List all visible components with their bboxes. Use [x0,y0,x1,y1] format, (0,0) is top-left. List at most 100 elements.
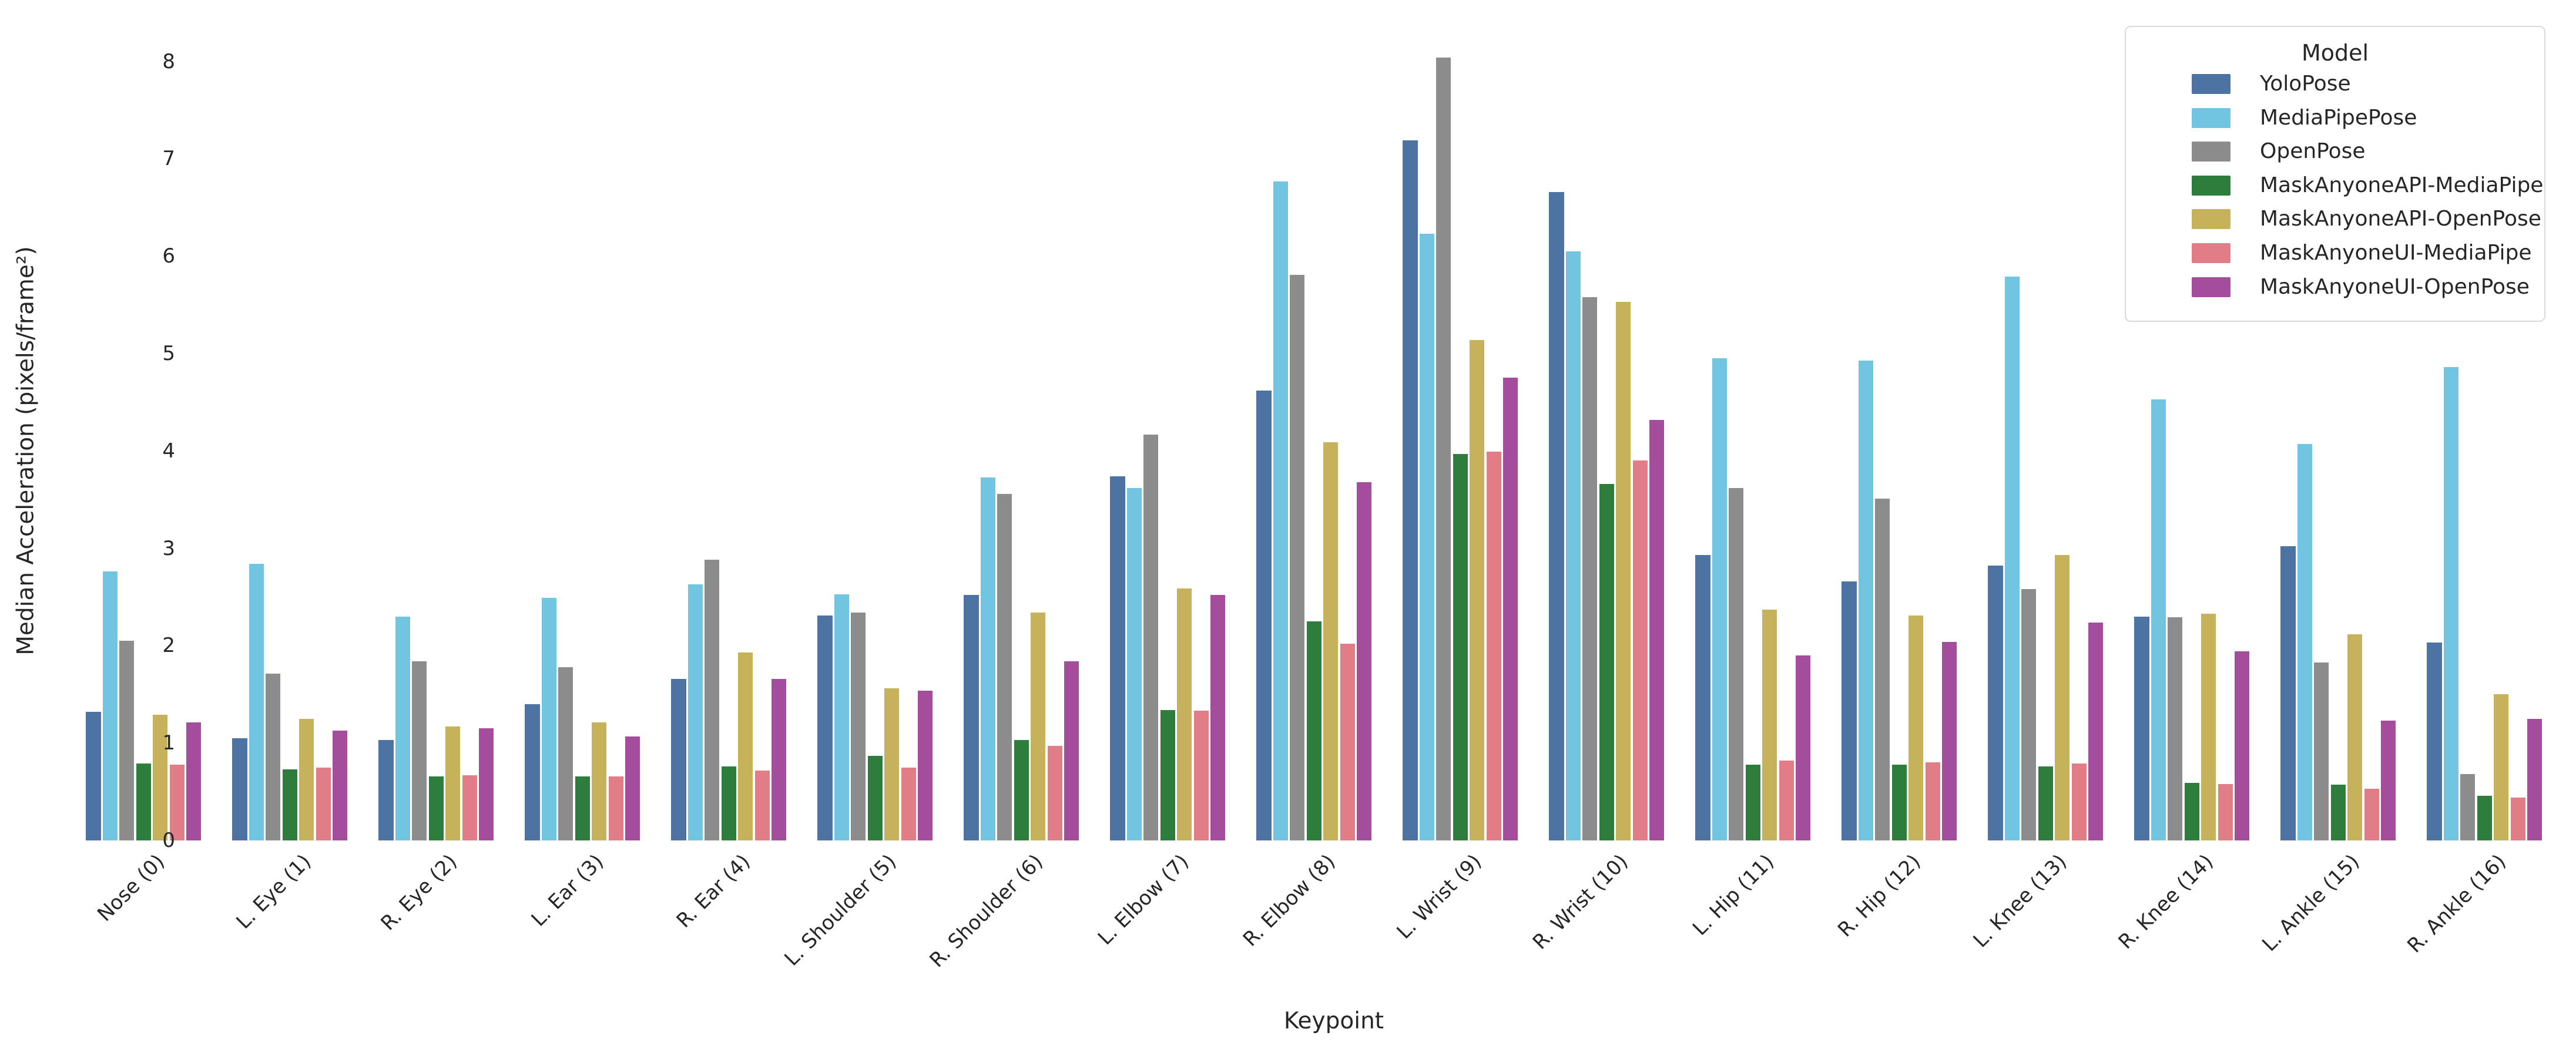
bar-OpenPose-R. Shoulder (6) [997,494,1012,840]
x-tick-label-R. Eye (2): R. Eye (2) [376,850,462,936]
bar-OpenPose-R. Elbow (8) [1290,275,1305,840]
x-tick-label-L. Elbow (7): L. Elbow (7) [1094,850,1194,950]
bar-MaskAnyoneAPI-OpenPose-L. Knee (13) [2055,555,2070,840]
bar-YoloPose-L. Wrist (9) [1403,140,1418,840]
bar-OpenPose-L. Wrist (9) [1436,58,1451,840]
legend-label: MediaPipePose [2260,105,2417,130]
bar-MaskAnyoneAPI-OpenPose-R. Wrist (10) [1616,302,1631,840]
legend-swatch-icon [2192,243,2230,263]
bar-MaskAnyoneAPI-OpenPose-L. Wrist (9) [1470,340,1485,840]
bar-MediaPipePose-R. Ankle (16) [2443,367,2459,840]
bar-YoloPose-R. Ankle (16) [2427,643,2442,840]
bar-MaskAnyoneUI-OpenPose-L. Eye (1) [333,731,348,840]
y-tick-label-6: 6 [162,244,175,268]
bar-OpenPose-L. Shoulder (5) [851,613,866,840]
bar-MaskAnyoneUI-MediaPipe-R. Ear (4) [754,771,770,840]
bar-OpenPose-L. Hip (11) [1729,488,1744,840]
bar-YoloPose-L. Knee (13) [1988,566,2003,840]
bar-OpenPose-L. Ear (3) [558,667,573,840]
bar-MaskAnyoneUI-MediaPipe-L. Eye (1) [316,768,331,840]
bar-OpenPose-R. Wrist (10) [1582,297,1598,840]
bar-MediaPipePose-L. Ankle (15) [2297,444,2313,840]
bar-MaskAnyoneUI-MediaPipe-L. Shoulder (5) [901,768,916,840]
x-tick-label-R. Wrist (10): R. Wrist (10) [1528,850,1633,954]
bar-OpenPose-R. Hip (12) [1875,499,1890,840]
bar-YoloPose-L. Hip (11) [1695,555,1710,840]
y-tick-label-0: 0 [162,829,175,852]
bar-MaskAnyoneUI-MediaPipe-R. Eye (2) [462,775,477,840]
bar-YoloPose-R. Eye (2) [378,740,394,840]
legend-swatch-icon [2192,142,2230,162]
bar-MaskAnyoneAPI-OpenPose-R. Elbow (8) [1323,442,1339,840]
bar-OpenPose-L. Eye (1) [266,674,281,840]
legend-item-OpenPose: OpenPose [2126,134,2544,169]
bar-YoloPose-L. Elbow (7) [1110,476,1125,840]
bar-MaskAnyoneUI-OpenPose-R. Ear (4) [772,679,787,840]
x-tick-label-L. Ear (3): L. Ear (3) [526,850,609,931]
legend-label: OpenPose [2260,139,2366,164]
bar-MediaPipePose-L. Shoulder (5) [834,594,850,840]
bar-MaskAnyoneAPI-OpenPose-L. Shoulder (5) [884,688,900,840]
x-tick-label-L. Knee (13): L. Knee (13) [1968,850,2072,953]
bar-MaskAnyoneAPI-OpenPose-R. Hip (12) [1908,616,1924,840]
bar-MaskAnyoneAPI-MediaPipe-L. Knee (13) [2038,766,2053,840]
bar-MaskAnyoneAPI-OpenPose-L. Ankle (15) [2347,634,2363,840]
legend-item-MediaPipePose: MediaPipePose [2126,101,2544,135]
bar-MaskAnyoneUI-OpenPose-L. Elbow (7) [1210,595,1226,840]
bar-MaskAnyoneAPI-OpenPose-R. Eye (2) [445,727,461,840]
x-tick-label-L. Hip (11): L. Hip (11) [1688,850,1779,940]
x-tick-label-R. Elbow (8): R. Elbow (8) [1238,850,1340,951]
bar-MediaPipePose-R. Knee (14) [2151,399,2166,840]
bar-MaskAnyoneUI-OpenPose-L. Hip (11) [1796,655,1811,840]
bar-OpenPose-L. Ankle (15) [2314,662,2329,840]
bar-MediaPipePose-R. Wrist (10) [1565,251,1581,840]
bar-MaskAnyoneAPI-MediaPipe-L. Ankle (15) [2330,785,2346,840]
bar-MaskAnyoneAPI-OpenPose-L. Elbow (7) [1177,588,1192,840]
legend-swatch-icon [2192,107,2230,128]
x-tick-label-L. Eye (1): L. Eye (1) [232,850,316,934]
y-tick-label-1: 1 [162,731,175,755]
bar-MaskAnyoneUI-OpenPose-R. Shoulder (6) [1064,661,1079,840]
bar-MediaPipePose-L. Ear (3) [541,598,557,840]
bar-YoloPose-R. Wrist (10) [1549,192,1564,840]
x-axis-label: Keypoint [1283,1008,1384,1034]
bar-OpenPose-R. Eye (2) [412,661,427,840]
bar-MaskAnyoneAPI-OpenPose-R. Ankle (16) [2494,694,2509,840]
x-tick-label-L. Ankle (15): L. Ankle (15) [2258,850,2364,957]
bar-YoloPose-R. Hip (12) [1842,581,1857,840]
x-tick-label-R. Shoulder (6): R. Shoulder (6) [925,850,1048,973]
bar-MaskAnyoneAPI-MediaPipe-L. Wrist (9) [1453,454,1468,840]
bar-MaskAnyoneUI-OpenPose-L. Ankle (15) [2381,721,2396,840]
bar-MaskAnyoneUI-MediaPipe-L. Elbow (7) [1193,711,1209,840]
bar-MaskAnyoneAPI-MediaPipe-L. Eye (1) [282,769,297,840]
x-tick-label-R. Ear (4): R. Ear (4) [672,850,755,933]
bar-MediaPipePose-L. Elbow (7) [1126,488,1142,840]
bar-MaskAnyoneUI-MediaPipe-L. Wrist (9) [1486,452,1501,840]
bar-MaskAnyoneUI-MediaPipe-R. Hip (12) [1925,762,1940,840]
y-tick-label-2: 2 [162,634,175,658]
x-tick-label-L. Shoulder (5): L. Shoulder (5) [780,850,901,971]
bar-MaskAnyoneAPI-MediaPipe-L. Elbow (7) [1160,710,1175,840]
y-tick-label-8: 8 [162,49,175,73]
y-axis-label: Median Acceleration (pixels/frame²) [12,246,39,655]
x-tick-label-R. Hip (12): R. Hip (12) [1833,850,1926,942]
bar-MaskAnyoneUI-MediaPipe-L. Knee (13) [2071,764,2087,840]
bar-MaskAnyoneUI-MediaPipe-L. Hip (11) [1779,761,1794,840]
legend-item-MaskAnyoneAPI-MediaPipe: MaskAnyoneAPI-MediaPipe [2126,169,2544,203]
bar-MediaPipePose-R. Eye (2) [395,617,411,840]
bar-MaskAnyoneAPI-MediaPipe-L. Hip (11) [1745,765,1760,840]
bar-MaskAnyoneAPI-OpenPose-L. Hip (11) [1762,610,1777,840]
legend-item-YoloPose: YoloPose [2126,67,2544,101]
y-tick-label-4: 4 [162,439,175,463]
bar-MediaPipePose-R. Ear (4) [687,584,703,840]
legend-swatch-icon [2192,175,2230,196]
bar-MediaPipePose-L. Hip (11) [1712,358,1728,840]
bar-MediaPipePose-R. Hip (12) [1858,361,1874,840]
bar-MaskAnyoneUI-OpenPose-R. Eye (2) [479,728,494,840]
bar-YoloPose-Nose (0) [86,712,101,840]
bar-MediaPipePose-Nose (0) [102,571,118,840]
bar-YoloPose-L. Shoulder (5) [817,616,833,840]
legend-item-MaskAnyoneAPI-OpenPose: MaskAnyoneAPI-OpenPose [2126,202,2544,236]
bar-MaskAnyoneAPI-MediaPipe-L. Ear (3) [575,776,590,840]
